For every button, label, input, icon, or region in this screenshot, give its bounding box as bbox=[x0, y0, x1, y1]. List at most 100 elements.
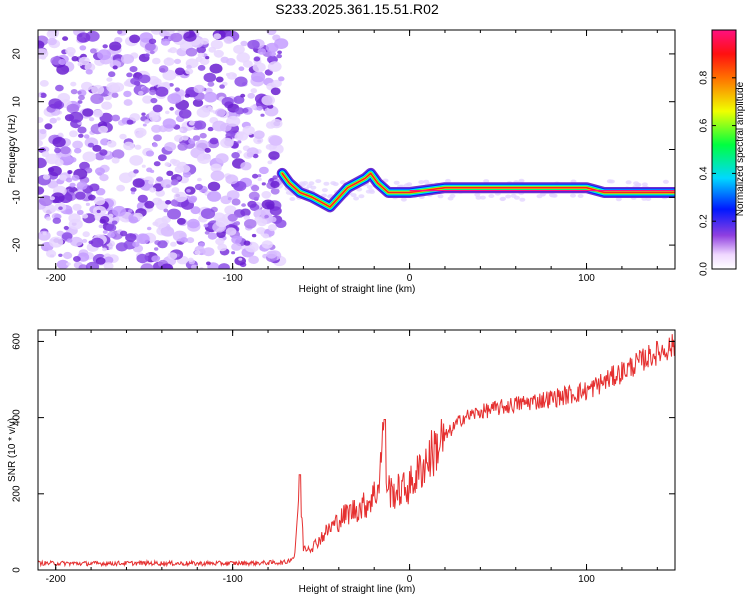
noise-blob bbox=[99, 149, 108, 156]
noise-blob bbox=[262, 233, 270, 239]
ridge-halo-blob bbox=[625, 180, 632, 185]
noise-blob bbox=[150, 97, 158, 104]
noise-blob bbox=[171, 187, 180, 194]
noise-blob bbox=[227, 197, 232, 201]
noise-blob bbox=[129, 113, 141, 122]
colorbar-tick-label: 0.0 bbox=[699, 262, 710, 276]
noise-blob bbox=[157, 240, 168, 249]
noise-blob bbox=[63, 225, 69, 230]
noise-blob bbox=[78, 56, 90, 66]
noise-blob bbox=[123, 240, 136, 250]
noise-blob bbox=[137, 194, 148, 203]
noise-blob bbox=[77, 100, 83, 104]
noise-blob bbox=[101, 101, 113, 110]
noise-blob bbox=[81, 81, 93, 91]
noise-blob bbox=[149, 50, 155, 55]
snr-ticks: -200 -100 0 100 0 200 400 600 bbox=[12, 330, 675, 585]
noise-blob bbox=[98, 125, 109, 134]
chart-title: S233.2025.361.15.51.R02 bbox=[275, 1, 439, 17]
noise-blob bbox=[209, 137, 219, 145]
noise-blob bbox=[160, 263, 174, 269]
noise-blob bbox=[158, 65, 169, 73]
noise-blob bbox=[152, 142, 158, 148]
noise-blob bbox=[246, 152, 254, 158]
noise-blob bbox=[184, 93, 190, 98]
noise-blob bbox=[77, 91, 82, 95]
noise-blob bbox=[203, 72, 217, 83]
noise-blob bbox=[240, 208, 251, 217]
spectrogram-x-tick-label: 0 bbox=[407, 273, 413, 284]
noise-blob bbox=[174, 165, 185, 174]
noise-blob bbox=[188, 138, 196, 144]
noise-blob bbox=[259, 166, 269, 175]
noise-blob bbox=[186, 237, 195, 244]
snr-x-tick-label: 0 bbox=[407, 574, 413, 585]
noise-blob bbox=[153, 161, 161, 167]
noise-blob bbox=[242, 60, 253, 68]
noise-blob bbox=[142, 123, 147, 127]
noise-blob bbox=[136, 253, 149, 264]
noise-blob bbox=[257, 48, 267, 55]
noise-blob bbox=[178, 109, 192, 119]
noise-blob bbox=[151, 255, 160, 262]
noise-blob bbox=[130, 77, 140, 85]
noise-blob bbox=[38, 139, 43, 147]
noise-blob bbox=[79, 45, 87, 51]
noise-blob bbox=[69, 188, 74, 193]
ridge-halo-blob bbox=[306, 184, 313, 189]
noise-blob bbox=[123, 80, 131, 87]
noise-blob bbox=[167, 49, 172, 53]
noise-blob bbox=[220, 137, 234, 149]
noise-blob bbox=[95, 257, 106, 265]
colorbar-gradient bbox=[711, 29, 737, 270]
noise-blob bbox=[213, 33, 222, 40]
ridge-halo-blob bbox=[634, 183, 641, 188]
colorbar-ticks: 0.0 0.2 0.4 0.6 0.8 bbox=[699, 70, 736, 276]
noise-blob bbox=[38, 117, 44, 123]
noise-blob bbox=[196, 46, 206, 54]
noise-blob bbox=[233, 44, 245, 55]
noise-blob bbox=[215, 76, 224, 83]
noise-blob bbox=[235, 107, 245, 115]
noise-blob bbox=[149, 114, 159, 122]
noise-blob bbox=[170, 241, 177, 247]
noise-blob bbox=[176, 176, 182, 181]
noise-blob bbox=[256, 105, 263, 111]
noise-blob bbox=[238, 66, 245, 71]
noise-blob bbox=[210, 39, 224, 50]
noise-blob bbox=[237, 132, 249, 141]
noise-blob bbox=[82, 231, 90, 238]
noise-blob bbox=[217, 243, 228, 252]
noise-blob bbox=[104, 90, 109, 95]
noise-blob bbox=[234, 76, 248, 87]
noise-blob bbox=[208, 46, 216, 53]
noise-blob bbox=[187, 218, 200, 229]
noise-blob bbox=[111, 220, 118, 225]
noise-blob bbox=[130, 187, 137, 193]
noise-blob bbox=[272, 175, 278, 180]
spectrogram-x-tick-label: -200 bbox=[46, 273, 66, 284]
noise-blob bbox=[87, 142, 94, 148]
noise-blob bbox=[233, 181, 247, 192]
noise-blob bbox=[196, 107, 211, 118]
noise-blob bbox=[247, 92, 255, 99]
noise-blob bbox=[39, 92, 47, 98]
noise-blob bbox=[257, 177, 262, 182]
noise-blob bbox=[108, 246, 113, 250]
noise-blob bbox=[250, 88, 258, 94]
noise-blob bbox=[213, 49, 224, 58]
noise-blob bbox=[116, 184, 125, 192]
noise-blob bbox=[174, 87, 180, 92]
ridge-halo-blob bbox=[615, 197, 622, 202]
noise-blob bbox=[220, 56, 229, 63]
snr-x-axis-label: Height of straight line (km) bbox=[299, 584, 416, 595]
noise-blob bbox=[69, 130, 78, 138]
noise-blob bbox=[42, 174, 51, 180]
noise-blob bbox=[148, 180, 154, 185]
noise-blob bbox=[90, 93, 104, 105]
noise-blob bbox=[261, 199, 275, 210]
noise-blob bbox=[64, 157, 70, 162]
ridge-halo-blob bbox=[315, 179, 322, 184]
noise-blob bbox=[251, 184, 260, 192]
noise-blob bbox=[128, 216, 139, 224]
